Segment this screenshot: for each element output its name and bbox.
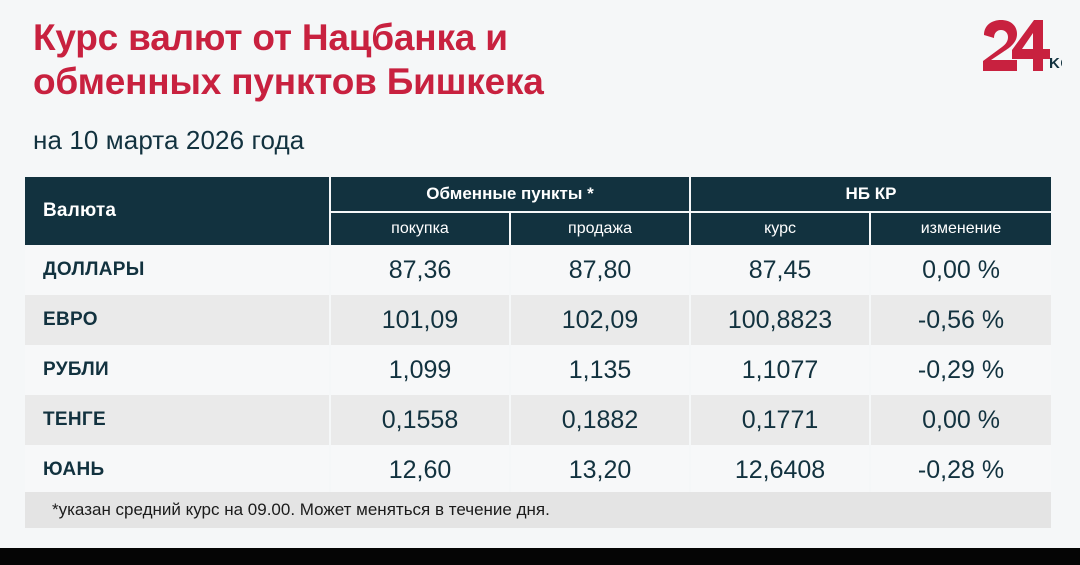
cell-sell: 0,1882: [508, 395, 691, 445]
table-row: ЮАНЬ 12,60 13,20 12,6408 -0,28 %: [25, 445, 1052, 495]
cell-rate: 100,8823: [689, 295, 871, 345]
svg-text:KG: KG: [1049, 55, 1062, 72]
column-header-buy: покупка: [329, 212, 510, 245]
cell-currency: ТЕНГЕ: [25, 395, 331, 445]
page-subtitle: на 10 марта 2026 года: [33, 125, 305, 156]
cell-currency: ДОЛЛАРЫ: [25, 245, 331, 295]
cell-buy: 87,36: [330, 245, 510, 295]
cell-rate: 87,45: [689, 245, 871, 295]
bottom-bar: [0, 548, 1080, 565]
cell-currency: РУБЛИ: [25, 345, 331, 395]
table-row: ТЕНГЕ 0,1558 0,1882 0,1771 0,00 %: [25, 395, 1052, 445]
column-group-header-exchange-offices: Обменные пункты *: [328, 177, 691, 213]
cell-sell: 1,135: [508, 345, 691, 395]
page-title: Курс валют от Нацбанка и обменных пункто…: [33, 17, 544, 103]
column-header-currency: Валюта: [25, 177, 331, 245]
cell-sell: 87,80: [508, 245, 691, 295]
column-header-sell: продажа: [508, 212, 691, 245]
column-header-rate: курс: [689, 212, 871, 245]
cell-buy: 12,60: [330, 445, 510, 495]
cell-change: 0,00 %: [869, 245, 1052, 295]
cell-sell: 102,09: [508, 295, 691, 345]
column-group-header-nbkr: НБ КР: [689, 177, 1052, 213]
cell-change: 0,00 %: [869, 395, 1052, 445]
cell-sell: 13,20: [508, 445, 691, 495]
table-header-row-subcolumns: покупка продажа курс изменение: [25, 212, 1052, 245]
cell-change: -0,29 %: [869, 345, 1052, 395]
cell-change: -0,56 %: [869, 295, 1052, 345]
cell-rate: 12,6408: [689, 445, 871, 495]
header: Курс валют от Нацбанка и обменных пункто…: [33, 16, 973, 156]
cell-currency: ЕВРО: [25, 295, 331, 345]
table-row: ДОЛЛАРЫ 87,36 87,80 87,45 0,00 %: [25, 245, 1052, 295]
cell-change: -0,28 %: [869, 445, 1052, 495]
footnote-bar: *указан средний курс на 09.00. Может мен…: [25, 492, 1051, 528]
logo-suffix-kg: KG: [1049, 55, 1062, 72]
cell-buy: 0,1558: [330, 395, 510, 445]
table-row: ЕВРО 101,09 102,09 100,8823 -0,56 %: [25, 295, 1052, 345]
table-header-row-groups: Валюта Обменные пункты * НБ КР: [25, 177, 1052, 245]
cell-buy: 1,099: [330, 345, 510, 395]
column-header-change: изменение: [869, 212, 1052, 245]
table-body: ДОЛЛАРЫ 87,36 87,80 87,45 0,00 % ЕВРО 10…: [25, 245, 1052, 495]
table-head: Валюта Обменные пункты * НБ КР покупка п…: [25, 177, 1052, 245]
footnote-text: *указан средний курс на 09.00. Может мен…: [52, 500, 550, 519]
currency-rates-table: Валюта Обменные пункты * НБ КР покупка п…: [25, 177, 1052, 495]
cell-rate: 1,1077: [689, 345, 871, 395]
rates-table-wrapper: Валюта Обменные пункты * НБ КР покупка п…: [25, 177, 1052, 495]
table-row: РУБЛИ 1,099 1,135 1,1077 -0,29 %: [25, 345, 1052, 395]
logo-number-24: [983, 20, 1050, 71]
cell-buy: 101,09: [330, 295, 510, 345]
cell-currency: ЮАНЬ: [25, 445, 331, 495]
cell-rate: 0,1771: [689, 395, 871, 445]
24-kg-logo: KG: [976, 18, 1062, 76]
